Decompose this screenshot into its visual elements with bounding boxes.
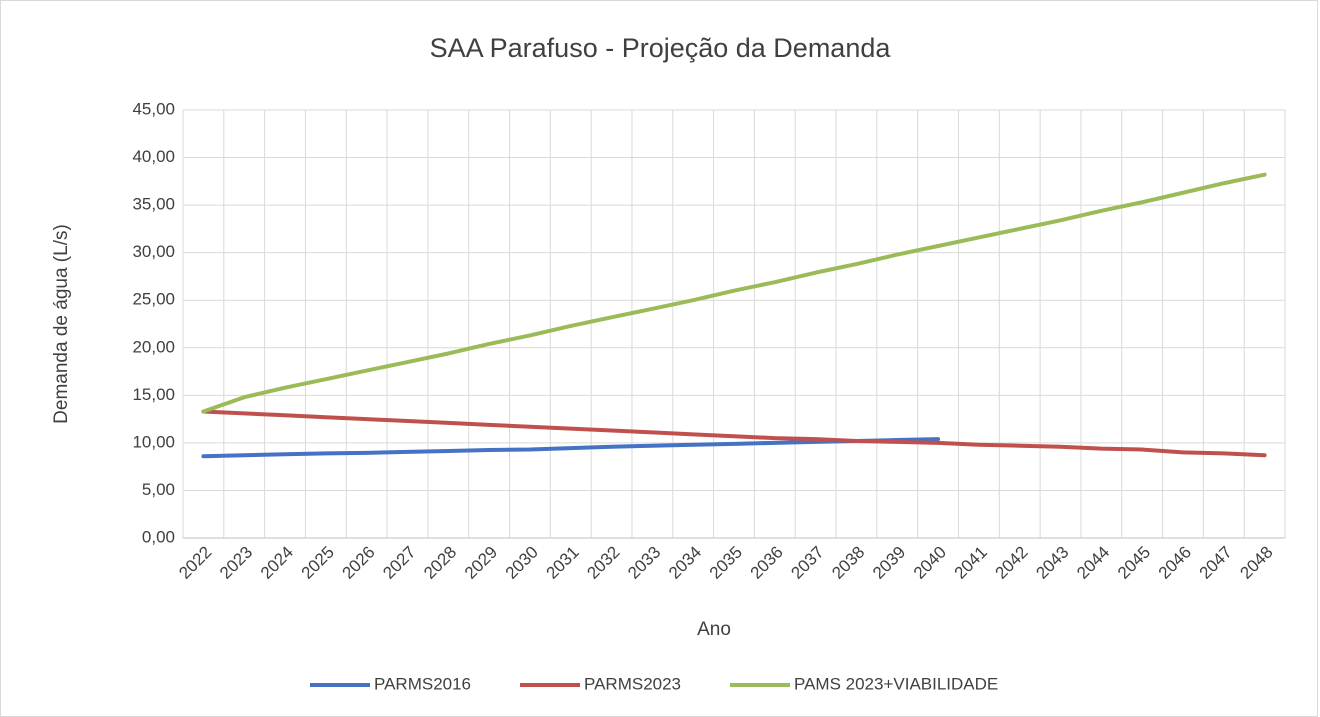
y-tick-label: 45,00 [132, 99, 175, 118]
y-tick-label: 35,00 [132, 195, 175, 214]
chart-title: SAA Parafuso - Projeção da Demanda [430, 33, 892, 63]
legend-label: PARMS2023 [584, 674, 681, 693]
legend-label: PAMS 2023+VIABILIDADE [794, 674, 998, 693]
y-tick-label: 40,00 [132, 147, 175, 166]
y-tick-label: 30,00 [132, 242, 175, 261]
series-line [201, 172, 1267, 414]
y-axis-label: Demanda de água (L/s) [51, 224, 72, 424]
y-tick-label: 5,00 [142, 480, 175, 499]
y-tick-label: 15,00 [132, 385, 175, 404]
y-tick-label: 25,00 [132, 290, 175, 309]
series-line [201, 437, 941, 459]
y-tick-label: 10,00 [132, 432, 175, 451]
y-tick-label: 20,00 [132, 337, 175, 356]
x-axis-label: Ano [697, 619, 731, 640]
y-tick-label: 0,00 [142, 527, 175, 546]
series-line [201, 409, 1267, 458]
legend-label: PARMS2016 [374, 674, 471, 693]
